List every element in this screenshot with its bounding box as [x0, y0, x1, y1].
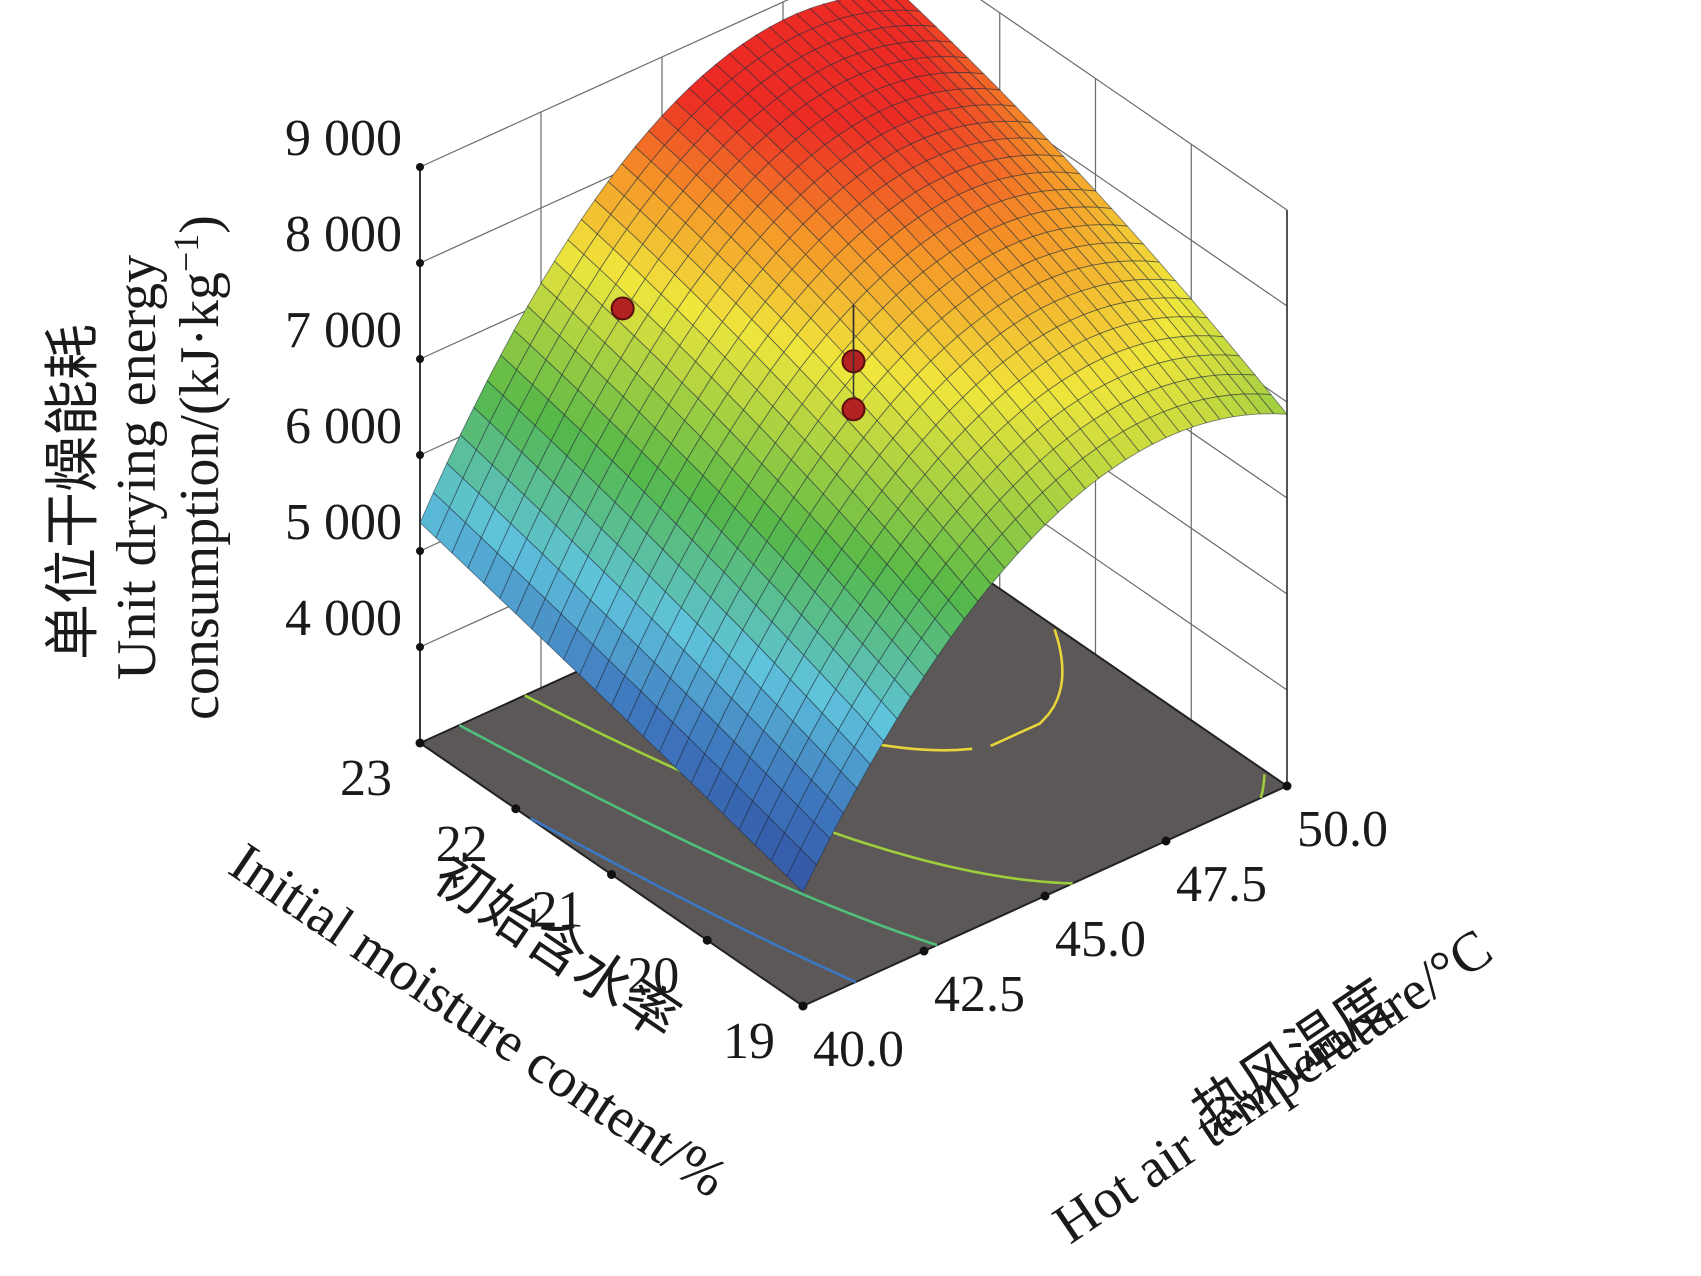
- moisture-tick-mark: [702, 935, 712, 945]
- moisture-tick-label: 23: [340, 750, 392, 807]
- temperature-tick-label: 45.0: [1055, 911, 1146, 968]
- temperature-tick-label: 47.5: [1176, 856, 1267, 913]
- moisture-tick-mark: [415, 738, 425, 748]
- z-tick-label: 8 000: [285, 206, 402, 263]
- moisture-tick-label: 22: [436, 816, 488, 873]
- z-axis-ticks: 4 000 5 000 6 000 7 000 8 000 9 000: [285, 110, 424, 747]
- moisture-tick-mark: [607, 870, 616, 879]
- moisture-tick-label: 21: [532, 882, 584, 939]
- temperature-tick-mark: [1282, 781, 1292, 791]
- z-tick-label: 5 000: [285, 494, 402, 551]
- moisture-tick-label: 20: [627, 947, 679, 1004]
- z-tick-label: 4 000: [285, 590, 402, 647]
- moisture-axis-ticks: 19 20 21 22 23: [340, 738, 808, 1070]
- z-axis-title-en-line2: consumption/(kJ·kg−1): [166, 215, 231, 720]
- temperature-tick-mark: [798, 1001, 808, 1011]
- temperature-tick-mark: [1040, 891, 1050, 901]
- z-tick-mark: [416, 451, 424, 459]
- z-tick-mark: [416, 163, 424, 171]
- design-point-3: [841, 397, 866, 422]
- design-points: [610, 296, 866, 422]
- moisture-tick-mark: [511, 804, 521, 814]
- design-point-1: [610, 296, 635, 321]
- response-surface: [419, 0, 1288, 893]
- temperature-tick-mark: [919, 946, 929, 956]
- temperature-tick-label: 40.0: [813, 1021, 904, 1078]
- z-axis-title-cn: 单位干燥能耗: [43, 324, 105, 660]
- z-tick-label: 6 000: [285, 398, 402, 455]
- temperature-tick-label: 42.5: [934, 966, 1025, 1023]
- z-tick-mark: [416, 259, 424, 267]
- temperature-tick-label: 50.0: [1297, 801, 1388, 858]
- temperature-axis-ticks: 40.0 42.5 45.0 47.5 50.0: [798, 781, 1388, 1078]
- z-tick-mark: [416, 355, 424, 363]
- temperature-tick-mark: [1161, 836, 1171, 846]
- z-tick-label: 7 000: [285, 302, 402, 359]
- z-axis-title-en-line1: Unit drying energy: [106, 255, 168, 680]
- z-tick-mark: [416, 547, 424, 555]
- z-tick-mark: [416, 643, 424, 651]
- moisture-tick-label: 19: [723, 1013, 775, 1070]
- z-tick-label: 9 000: [285, 110, 402, 167]
